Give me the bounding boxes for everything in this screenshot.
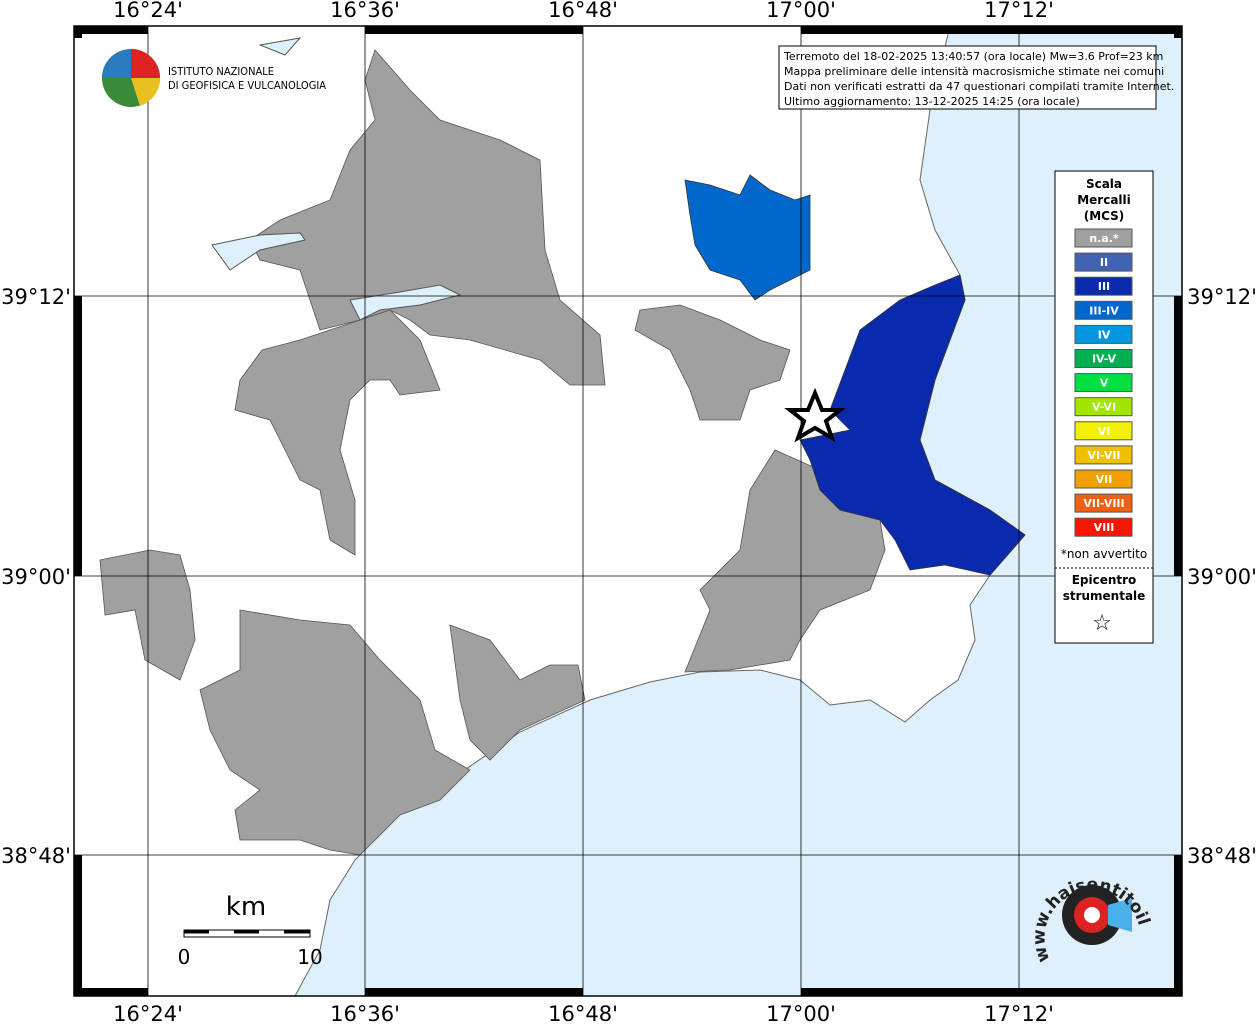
legend-label: n.a.* bbox=[1089, 232, 1119, 245]
logo-segment bbox=[131, 49, 160, 78]
lon-label: 17°00' bbox=[766, 1002, 836, 1024]
region-iii bbox=[799, 274, 1026, 576]
epicenter-marker bbox=[784, 387, 846, 443]
logo-ring bbox=[1084, 907, 1100, 923]
info-frame bbox=[778, 45, 1157, 110]
epicenter-star bbox=[784, 387, 846, 443]
legend-label: III bbox=[1098, 280, 1110, 293]
lon-label: 16°24' bbox=[113, 1002, 183, 1024]
info-line: Terremoto del 18-02-2025 13:40:57 (ora l… bbox=[783, 50, 1163, 63]
legend-label: IV bbox=[1098, 328, 1111, 341]
lat-label: 39°00' bbox=[1, 565, 71, 589]
legend-swatch bbox=[1074, 300, 1133, 320]
scale-unit: km bbox=[226, 892, 266, 922]
lat-label: 39°12' bbox=[1, 285, 71, 309]
legend-label: VI-VII bbox=[1087, 449, 1120, 462]
legend-swatch bbox=[1074, 397, 1133, 417]
legend-label: V-VI bbox=[1092, 401, 1116, 414]
lat-label: 39°12' bbox=[1187, 285, 1256, 309]
lake bbox=[211, 37, 462, 321]
legend-title: Mercalli bbox=[1077, 193, 1131, 207]
graticule bbox=[74, 26, 1182, 996]
scale-label: 10 bbox=[297, 945, 322, 969]
scale-seg bbox=[284, 930, 310, 934]
logo-speaker bbox=[1108, 898, 1132, 932]
logo-segment bbox=[102, 49, 131, 78]
lat-label: 39°00' bbox=[1187, 565, 1256, 589]
map-frame bbox=[73, 25, 1183, 997]
legend-swatch bbox=[1074, 421, 1133, 441]
frame-bar bbox=[74, 988, 148, 996]
frame-bar bbox=[365, 988, 583, 996]
legend-swatch bbox=[1074, 276, 1133, 296]
frame-bar bbox=[1174, 296, 1182, 576]
legend-label: VI bbox=[1098, 425, 1111, 438]
lat-label: 38°48' bbox=[1187, 844, 1256, 868]
frame-bar bbox=[801, 988, 1019, 996]
legend-swatch bbox=[1074, 445, 1133, 465]
frame-bar bbox=[801, 26, 1019, 34]
legend-epicenter: strumentale bbox=[1063, 589, 1146, 603]
legend-note: *non avvertito bbox=[1061, 547, 1147, 561]
region bbox=[249, 49, 606, 386]
frame-bar bbox=[365, 26, 583, 34]
legend-label: VII bbox=[1096, 473, 1113, 486]
scale-seg bbox=[184, 930, 209, 934]
info-line: Dati non verificati estratti da 47 quest… bbox=[784, 80, 1174, 93]
region bbox=[234, 309, 441, 556]
lon-label: 17°12' bbox=[984, 0, 1054, 22]
region bbox=[99, 549, 196, 681]
legend-title: (MCS) bbox=[1084, 209, 1125, 223]
frame-bar bbox=[1019, 988, 1182, 996]
logo-segment bbox=[131, 78, 161, 106]
region bbox=[449, 624, 586, 761]
legend-swatch bbox=[1074, 349, 1133, 368]
legend-label: VII-VIII bbox=[1083, 497, 1124, 510]
logo-text: DI GEOFISICA E VULCANOLOGIA bbox=[168, 79, 326, 92]
scale-seg bbox=[234, 930, 259, 934]
legend: Scala Mercalli (MCS) *non avvertito Epic… bbox=[1054, 170, 1154, 644]
region-iii-iv bbox=[684, 174, 811, 301]
legend-swatch bbox=[1074, 252, 1133, 272]
legend-label: V bbox=[1100, 377, 1109, 390]
lat-label: 38°48' bbox=[1, 844, 71, 868]
scale-label: 0 bbox=[178, 945, 191, 969]
lon-label: 16°48' bbox=[548, 1002, 618, 1024]
legend-label: III-IV bbox=[1089, 304, 1119, 317]
frame-bar bbox=[1174, 855, 1182, 996]
frame-bar bbox=[74, 26, 82, 38]
lon-label: 16°36' bbox=[330, 1002, 400, 1024]
lon-label: 17°00' bbox=[766, 0, 836, 22]
info-box: Terremoto del 18-02-2025 13:40:57 (ora l… bbox=[778, 45, 1174, 110]
legend-swatch bbox=[1074, 228, 1133, 248]
scale-bar: km 0 10 bbox=[178, 892, 323, 969]
legend-label: IV-V bbox=[1092, 353, 1117, 366]
logo-text: ISTITUTO NAZIONALE bbox=[168, 65, 274, 78]
frame-bar bbox=[74, 296, 82, 576]
legend-swatch bbox=[1074, 517, 1133, 537]
frame-bar bbox=[1019, 26, 1182, 34]
lon-label: 16°36' bbox=[330, 0, 400, 22]
lon-label: 16°24' bbox=[113, 0, 183, 22]
lon-label: 17°12' bbox=[984, 1002, 1054, 1024]
legend-label: II bbox=[1100, 256, 1108, 269]
lon-label: 16°48' bbox=[548, 0, 618, 22]
frame-bar bbox=[1174, 26, 1182, 38]
legend-epicenter: Epicentro bbox=[1072, 573, 1137, 587]
region bbox=[634, 304, 791, 421]
ingv-logo: ISTITUTO NAZIONALE DI GEOFISICA E VULCAN… bbox=[102, 49, 326, 107]
info-line: Mappa preliminare delle intensità macros… bbox=[784, 65, 1164, 78]
info-line: Ultimo aggiornamento: 13-12-2025 14:25 (… bbox=[784, 95, 1080, 108]
legend-label: VIII bbox=[1094, 521, 1115, 534]
frame-bar bbox=[74, 26, 148, 34]
legend-title: Scala bbox=[1086, 177, 1122, 191]
legend-swatch bbox=[1074, 373, 1133, 393]
frame-bar bbox=[74, 855, 82, 996]
legend-star: ☆ bbox=[1092, 611, 1112, 636]
region bbox=[199, 609, 471, 856]
legend-swatch bbox=[1074, 493, 1133, 513]
legend-swatch bbox=[1074, 324, 1133, 344]
legend-swatch bbox=[1074, 469, 1133, 489]
